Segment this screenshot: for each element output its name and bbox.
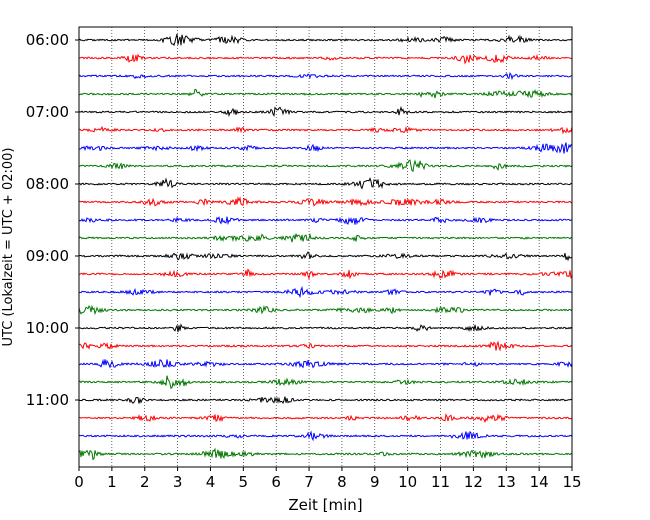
seismic-trace <box>78 268 573 281</box>
x-tick-label: 2 <box>140 473 150 491</box>
x-axis-ticks: 0 1 2 3 4 5 6 7 8 9 10 11 12 13 14 15 <box>74 467 582 491</box>
seismic-trace <box>78 88 573 99</box>
grid-lines <box>111 27 540 467</box>
y-tick-label: 10:00 <box>26 319 69 337</box>
seismic-trace <box>78 285 573 299</box>
seismic-trace <box>78 340 573 352</box>
x-tick-label: 12 <box>464 473 483 491</box>
seismic-trace <box>78 447 573 461</box>
x-tick-label: 11 <box>431 473 450 491</box>
seismic-trace <box>78 142 573 154</box>
x-tick-label: 8 <box>337 473 347 491</box>
x-tick-label: 1 <box>107 473 117 491</box>
x-tick-label: 13 <box>497 473 516 491</box>
seismic-traces <box>78 33 573 461</box>
seismic-trace <box>79 323 573 333</box>
x-axis-label: Zeit [min] <box>288 496 362 514</box>
seismic-trace <box>78 125 573 135</box>
y-tick-label: 08:00 <box>26 175 69 193</box>
seismic-trace <box>78 396 573 405</box>
seismic-trace <box>78 159 573 173</box>
y-tick-label: 06:00 <box>26 31 69 49</box>
seismic-trace <box>78 216 573 226</box>
x-tick-label: 7 <box>304 473 314 491</box>
y-tick-label: 07:00 <box>26 103 69 121</box>
seismic-trace <box>78 71 573 81</box>
seismic-trace <box>78 430 573 442</box>
x-tick-label: 10 <box>398 473 417 491</box>
y-tick-label: 09:00 <box>26 247 69 265</box>
x-tick-label: 6 <box>271 473 281 491</box>
x-tick-label: 14 <box>530 473 549 491</box>
x-tick-label: 15 <box>562 473 581 491</box>
seismic-trace <box>78 105 573 118</box>
seismic-trace <box>78 251 573 262</box>
y-axis-label: UTC (Lokalzeit = UTC + 02:00) <box>1 148 16 347</box>
seismic-trace <box>78 304 573 316</box>
plot-frame <box>78 26 573 468</box>
y-axis-ticks: 06:00 07:00 08:00 09:00 10:00 11:00 <box>26 31 79 409</box>
x-tick-label: 5 <box>239 473 249 491</box>
x-tick-label: 0 <box>74 473 84 491</box>
seismic-trace <box>78 413 573 424</box>
x-tick-label: 9 <box>370 473 380 491</box>
seismic-trace <box>78 375 573 389</box>
seismic-trace <box>78 358 573 369</box>
x-tick-label: 4 <box>206 473 216 491</box>
seismic-trace <box>78 232 573 243</box>
x-tick-label: 3 <box>173 473 183 491</box>
seismic-trace <box>78 177 573 190</box>
seismic-trace <box>78 53 573 65</box>
y-tick-label: 11:00 <box>26 391 69 409</box>
seismic-trace <box>78 33 573 47</box>
seismic-trace <box>78 196 573 207</box>
